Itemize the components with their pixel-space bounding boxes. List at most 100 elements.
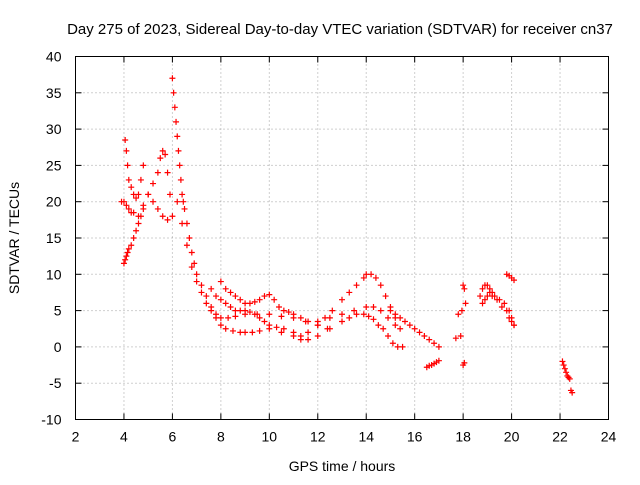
series-track-8 xyxy=(423,357,442,371)
data-point xyxy=(406,322,413,329)
data-point xyxy=(123,253,130,260)
data-point xyxy=(122,256,129,263)
data-point xyxy=(339,296,345,303)
data-point xyxy=(181,205,188,212)
data-point xyxy=(183,242,190,249)
data-point xyxy=(123,147,130,154)
data-point xyxy=(174,133,181,140)
data-point xyxy=(382,293,389,300)
data-point xyxy=(137,176,144,183)
data-point xyxy=(186,235,193,241)
data-point xyxy=(460,282,467,289)
data-point xyxy=(133,195,140,202)
series-track-1 xyxy=(118,191,399,329)
y-tick-labels: 40 35 30 25 20 15 10 5 0 -5 -10 xyxy=(41,49,61,428)
data-point xyxy=(484,282,491,289)
data-point xyxy=(130,235,137,241)
data-point xyxy=(360,311,367,318)
x-tick-label: 20 xyxy=(504,429,520,445)
data-point xyxy=(208,285,215,292)
data-point xyxy=(498,303,505,310)
data-point xyxy=(183,220,190,227)
y-tick-label: 30 xyxy=(46,121,62,137)
data-point xyxy=(392,311,399,318)
y-tick-label: 5 xyxy=(54,303,62,319)
data-point xyxy=(137,213,144,220)
data-point xyxy=(305,336,312,343)
data-point xyxy=(297,333,304,340)
data-point xyxy=(266,291,273,298)
grid xyxy=(75,56,609,420)
data-point xyxy=(365,313,372,320)
x-tick-labels: 2 4 6 8 10 12 14 16 18 20 22 24 xyxy=(72,429,617,445)
data-point xyxy=(128,242,135,249)
data-point xyxy=(154,205,161,212)
data-point xyxy=(377,307,384,314)
y-tick-label: 10 xyxy=(46,266,62,282)
data-point xyxy=(179,191,186,198)
data-point xyxy=(251,311,258,318)
data-point xyxy=(435,343,442,350)
data-point xyxy=(372,274,379,281)
data-point xyxy=(461,285,468,292)
data-point xyxy=(353,282,360,289)
x-tick-label: 12 xyxy=(310,429,326,445)
data-point xyxy=(569,389,576,396)
data-point xyxy=(477,293,484,300)
data-point xyxy=(479,300,486,307)
data-point xyxy=(133,227,140,234)
data-point xyxy=(246,309,253,316)
data-point xyxy=(387,307,394,314)
data-point xyxy=(225,314,232,321)
data-point xyxy=(124,162,131,169)
data-point xyxy=(561,365,568,372)
y-axis-title: SDTVAR / TECUs xyxy=(6,182,22,294)
data-point xyxy=(339,318,345,325)
data-point xyxy=(232,313,239,320)
data-point xyxy=(559,358,566,365)
series-track-9 xyxy=(452,282,469,369)
x-tick-label: 22 xyxy=(552,429,568,445)
data-point xyxy=(399,343,406,350)
data-point xyxy=(273,324,280,331)
data-point xyxy=(560,362,567,369)
data-point xyxy=(171,104,178,111)
data-point xyxy=(377,282,384,289)
data-point xyxy=(458,307,465,314)
data-point xyxy=(278,329,285,336)
x-tick-label: 4 xyxy=(120,429,128,445)
data-point xyxy=(140,202,147,209)
data-point xyxy=(511,277,518,284)
data-point xyxy=(261,293,268,300)
data-point xyxy=(416,329,423,336)
data-point xyxy=(297,314,304,321)
series-track-11 xyxy=(479,289,518,329)
chart-title: Day 275 of 2023, Sidereal Day-to-day VTE… xyxy=(67,21,613,38)
data-point xyxy=(452,335,459,342)
data-point xyxy=(208,303,215,310)
data-point xyxy=(170,89,177,96)
data-point xyxy=(180,198,187,205)
data-point xyxy=(203,293,210,300)
data-point xyxy=(140,162,147,169)
axis-ticks xyxy=(75,56,609,420)
y-tick-label: -5 xyxy=(49,375,62,391)
data-point xyxy=(421,333,428,340)
data-point xyxy=(385,333,392,340)
x-axis-title: GPS time / hours xyxy=(289,458,396,474)
data-point xyxy=(271,296,278,303)
data-point xyxy=(124,249,131,256)
data-point xyxy=(232,293,239,300)
data-point xyxy=(157,155,164,162)
data-point xyxy=(159,147,166,154)
data-point xyxy=(506,314,513,321)
data-point xyxy=(566,375,573,382)
x-tick-label: 2 xyxy=(72,429,80,445)
data-point xyxy=(368,271,375,278)
data-point xyxy=(278,313,285,320)
data-point xyxy=(489,293,496,300)
series-track-6 xyxy=(217,278,331,332)
data-point xyxy=(314,333,321,340)
